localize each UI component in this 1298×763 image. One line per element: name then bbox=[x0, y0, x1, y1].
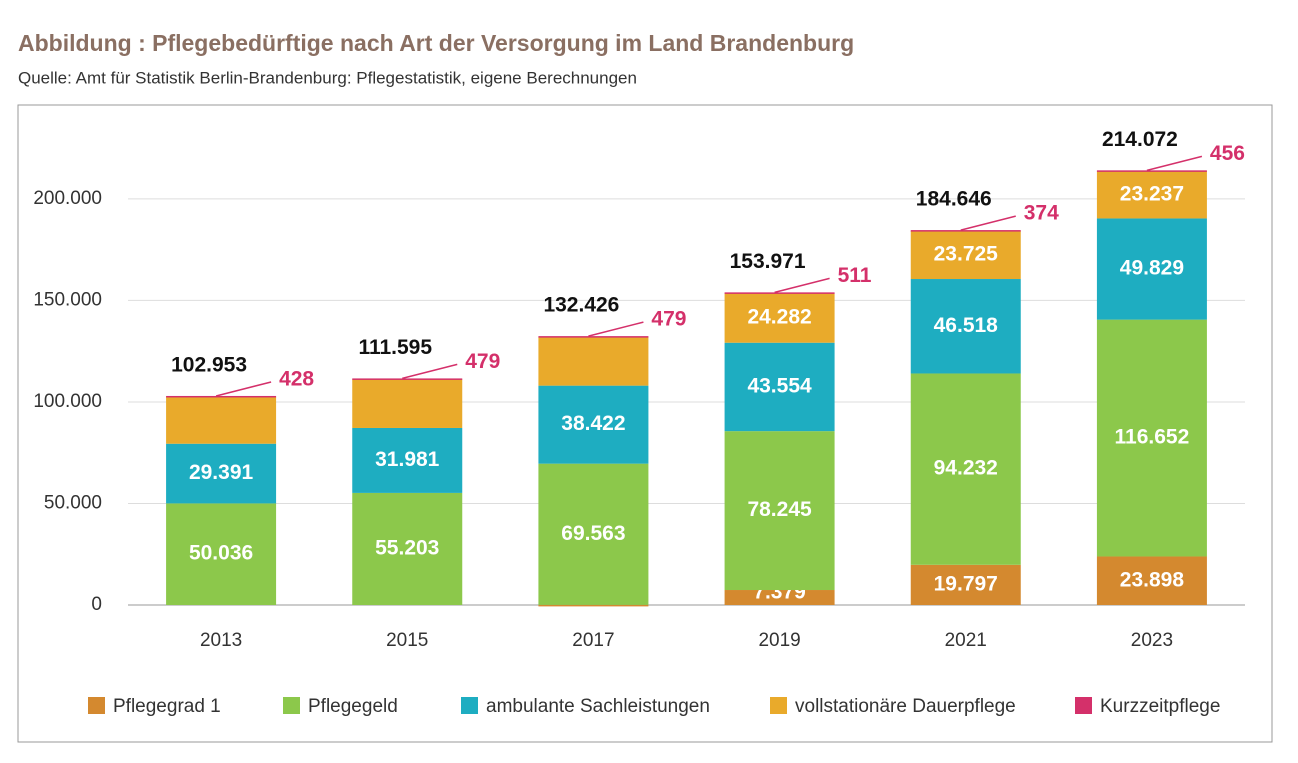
bar-segment bbox=[1096, 171, 1207, 219]
bar-segment bbox=[352, 427, 463, 493]
legend-swatch bbox=[88, 697, 105, 714]
bar-segment bbox=[910, 564, 1021, 605]
bar-segment bbox=[1096, 218, 1207, 320]
bar-segment bbox=[352, 378, 463, 380]
total-label: 214.072 bbox=[1102, 128, 1178, 151]
bar-segment bbox=[1096, 319, 1207, 557]
bar-segment bbox=[1096, 556, 1207, 605]
legend-swatch bbox=[770, 697, 787, 714]
y-tick-label: 150.000 bbox=[33, 289, 102, 310]
value-label: 456 bbox=[1210, 142, 1245, 165]
value-label: 374 bbox=[1024, 202, 1059, 225]
value-label: 479 bbox=[465, 350, 500, 373]
label-leader bbox=[774, 277, 830, 294]
legend-label: ambulante Sachleistungen bbox=[486, 696, 710, 717]
x-tick-label: 2021 bbox=[945, 630, 987, 651]
value-label: 49.829 bbox=[1120, 257, 1184, 280]
bar-segment bbox=[166, 396, 277, 444]
bar-segment bbox=[538, 336, 649, 338]
legend-swatch bbox=[461, 697, 478, 714]
chart-frame bbox=[17, 104, 1273, 743]
legend-label: Pflegegrad 1 bbox=[113, 696, 221, 717]
bar-segment bbox=[724, 293, 835, 343]
chart-subtitle: Quelle: Amt für Statistik Berlin-Branden… bbox=[18, 68, 637, 87]
value-label: 46.518 bbox=[934, 314, 999, 337]
bar-segment bbox=[910, 230, 1021, 280]
y-tick-label: 50.000 bbox=[44, 492, 102, 513]
bar-segment bbox=[538, 604, 649, 607]
y-tick-label: 0 bbox=[91, 594, 102, 615]
label-leader bbox=[588, 321, 644, 337]
value-label: 43.554 bbox=[747, 374, 812, 397]
bar-segment bbox=[166, 443, 277, 504]
total-label: 111.595 bbox=[358, 336, 432, 359]
bar-segment bbox=[352, 492, 463, 605]
bar-segment bbox=[352, 379, 463, 428]
value-label: 31.981 bbox=[375, 448, 440, 471]
value-label: 78.245 bbox=[747, 498, 812, 521]
label-leader bbox=[960, 215, 1016, 231]
value-label: 428 bbox=[279, 368, 314, 391]
legend-label: Kurzzeitpflege bbox=[1100, 696, 1220, 717]
legend-swatch bbox=[283, 697, 300, 714]
value-label: 23.898 bbox=[1120, 568, 1185, 591]
x-tick-label: 2013 bbox=[200, 630, 242, 651]
value-label: 24.282 bbox=[747, 306, 811, 329]
value-label: 479 bbox=[651, 308, 686, 331]
x-tick-label: 2017 bbox=[572, 630, 614, 651]
bar-segment bbox=[910, 230, 1021, 232]
bar-segment bbox=[910, 373, 1021, 565]
legend-label: vollstationäre Dauerpflege bbox=[795, 696, 1016, 717]
value-label: 69.563 bbox=[561, 522, 625, 545]
bar-segment bbox=[910, 279, 1021, 374]
x-tick-label: 2019 bbox=[758, 630, 800, 651]
value-label: 55.203 bbox=[375, 537, 439, 560]
value-label: 116.652 bbox=[1115, 426, 1190, 449]
chart-title: Abbildung : Pflegebedürftige nach Art de… bbox=[18, 30, 854, 56]
bar-segment bbox=[724, 431, 835, 591]
bar-segment bbox=[724, 292, 835, 294]
bar-segment bbox=[166, 395, 277, 398]
total-label: 132.426 bbox=[543, 294, 619, 317]
value-label: 38.422 bbox=[561, 412, 625, 435]
bar-segment bbox=[166, 503, 277, 605]
value-label: 23.725 bbox=[934, 242, 999, 265]
legend-label: Pflegegeld bbox=[308, 696, 398, 717]
total-label: 153.971 bbox=[730, 250, 806, 273]
value-label: 29.391 bbox=[189, 461, 254, 484]
y-tick-label: 200.000 bbox=[33, 188, 102, 209]
value-label: 94.232 bbox=[934, 457, 998, 480]
value-label: 19.797 bbox=[934, 572, 998, 595]
total-label: 102.953 bbox=[171, 354, 247, 377]
bar-segment bbox=[724, 590, 835, 605]
total-label: 184.646 bbox=[916, 188, 992, 211]
value-label: 511 bbox=[838, 264, 872, 287]
label-leader bbox=[215, 381, 272, 397]
legend-swatch bbox=[1075, 697, 1092, 714]
bar-segment bbox=[538, 385, 649, 464]
bar-segment bbox=[1096, 170, 1207, 172]
y-tick-label: 100.000 bbox=[33, 391, 102, 412]
value-label: 50.036 bbox=[189, 542, 253, 565]
label-leader bbox=[1146, 155, 1203, 172]
value-label: 23.237 bbox=[1120, 182, 1184, 205]
x-tick-label: 2023 bbox=[1131, 630, 1173, 651]
label-leader bbox=[402, 363, 458, 380]
x-tick-label: 2015 bbox=[386, 630, 428, 651]
bar-segment bbox=[724, 342, 835, 432]
bar-segment bbox=[538, 337, 649, 386]
bar-segment bbox=[538, 463, 649, 605]
